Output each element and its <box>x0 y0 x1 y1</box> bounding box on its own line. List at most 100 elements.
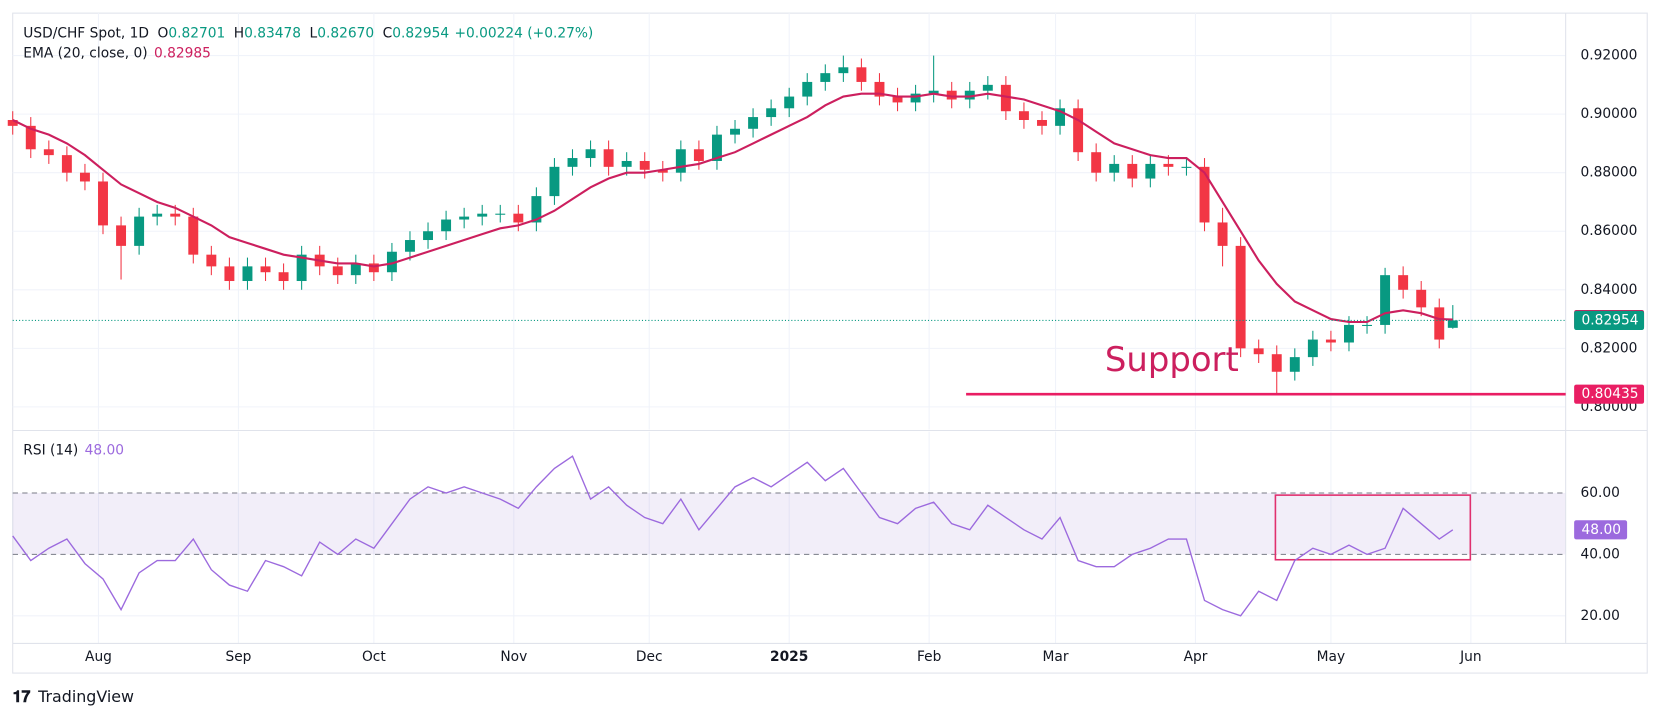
y-tick-label: 0.92000 <box>1580 48 1637 64</box>
candle-body <box>820 73 831 82</box>
header: USD/CHF Spot, 1D O0.82701 H0.83478 L0.82670… <box>23 25 593 458</box>
rsi-tag-bg <box>1574 520 1628 540</box>
candle-body <box>423 231 434 241</box>
candle-body <box>1127 163 1138 179</box>
candle-body <box>603 149 614 167</box>
candle-body <box>278 272 289 282</box>
candle-body <box>1037 119 1047 126</box>
x-tick-label: Aug <box>85 649 112 665</box>
candle-body <box>206 254 217 267</box>
footer-text: TradingView <box>37 687 134 706</box>
y-tick-label: 0.86000 <box>1580 223 1637 239</box>
candle-body <box>802 81 813 97</box>
rsi-value: 48.00 <box>85 443 124 459</box>
ema-name: EMA (20, close, 0) <box>23 45 147 61</box>
candle-body <box>152 213 163 217</box>
candle-body <box>1325 339 1336 343</box>
candle-body <box>1271 354 1282 372</box>
candle-body <box>116 225 127 246</box>
candle-body <box>61 155 72 173</box>
candle-body <box>856 67 867 82</box>
candle-body <box>946 90 957 100</box>
rsi-line <box>12 455 1454 617</box>
candle-body <box>874 81 885 97</box>
candle-body <box>224 266 235 282</box>
y-tick-label: 0.90000 <box>1580 106 1637 122</box>
frame <box>12 12 1648 674</box>
ohlc-key: O <box>157 25 168 41</box>
legend-line: USD/CHF Spot, 1D O0.82701 H0.83478 L0.82670… <box>23 25 593 41</box>
ohlc-value: 0.82701 <box>168 25 225 41</box>
support-label: Support <box>1105 340 1239 379</box>
candle-body <box>910 93 921 103</box>
rsi-name: RSI (14) <box>23 443 78 459</box>
x-tick-label: Mar <box>1043 649 1069 665</box>
candle-body <box>25 125 36 150</box>
candle-body <box>675 149 686 173</box>
candle-body <box>1091 152 1102 173</box>
y-tick-label: 0.88000 <box>1580 165 1637 181</box>
candle-body <box>549 166 560 197</box>
legend-line: RSI (14) 48.00 <box>23 443 124 459</box>
ohlc-key: H <box>234 25 244 41</box>
x-tick-label: May <box>1317 649 1345 665</box>
x-tick-label: Apr <box>1184 649 1208 665</box>
candle-body <box>386 251 397 273</box>
candle-body <box>730 128 740 135</box>
candle-body <box>1289 357 1300 372</box>
candle-body <box>928 90 939 94</box>
candle-body <box>748 117 759 129</box>
x-tick-label: Oct <box>362 649 386 665</box>
close-tag: 0.82954 <box>1582 312 1639 328</box>
candle-body <box>1199 166 1210 223</box>
x-tick-label: Dec <box>636 649 663 665</box>
candle-body <box>1109 163 1120 173</box>
y-tick-label: 60.00 <box>1580 485 1619 501</box>
support-tag-bg <box>1574 384 1645 404</box>
candle-body <box>43 149 54 156</box>
candle-body <box>7 119 18 126</box>
candle-body <box>964 90 975 100</box>
candle-body <box>459 216 470 220</box>
candle-body <box>441 219 452 232</box>
x-tick-label: Feb <box>917 649 941 665</box>
x-tick-label: Nov <box>500 649 527 665</box>
candle-body <box>1344 324 1354 343</box>
candle-body <box>585 149 596 159</box>
candle-body <box>296 254 307 282</box>
candle-body <box>1163 163 1174 167</box>
candle-body <box>657 169 668 173</box>
candle-body <box>892 96 903 103</box>
rsi-tag: 48.00 <box>1582 522 1621 538</box>
ohlc-key: C <box>383 25 393 41</box>
ohlc-key: L <box>310 25 318 41</box>
candle-body <box>1434 307 1445 340</box>
candle-body <box>1447 320 1458 328</box>
candle-body <box>332 266 343 276</box>
candle-body <box>1235 245 1246 349</box>
candle-body <box>79 172 90 182</box>
candle-body <box>784 96 795 109</box>
candle-body <box>1380 275 1391 325</box>
candle-body <box>982 84 993 91</box>
candle-body <box>1145 163 1156 179</box>
highlight-box <box>1274 494 1472 561</box>
candle-body <box>405 240 415 252</box>
legend-line: EMA (20, close, 0) 0.82985 <box>23 45 211 61</box>
candle-body <box>134 216 145 246</box>
candle-body <box>495 213 506 215</box>
candle-body <box>260 266 271 273</box>
change: +0.00224 (+0.27%) <box>454 25 593 41</box>
ohlc-value: 0.82954 <box>392 25 449 41</box>
candle-body <box>1253 348 1264 355</box>
candle-body <box>1000 84 1011 112</box>
x-tick-label: Sep <box>225 649 251 665</box>
candle-body <box>170 213 181 217</box>
candle-body <box>242 266 253 282</box>
candle-body <box>1217 222 1228 246</box>
candle-body <box>693 149 704 161</box>
candle-body <box>567 158 578 167</box>
symbol: USD/CHF Spot, 1D <box>23 25 149 41</box>
candle-body <box>1018 111 1029 120</box>
